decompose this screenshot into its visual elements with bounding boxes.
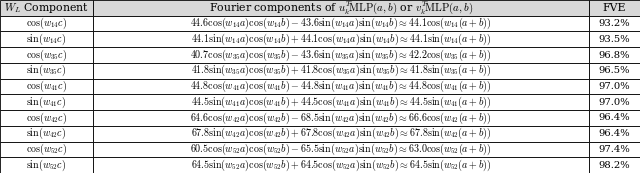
Bar <box>589 126 640 142</box>
Bar <box>0 63 93 79</box>
Text: $\cos(w_{14}c)$: $\cos(w_{14}c)$ <box>26 16 67 31</box>
Text: 96.8%: 96.8% <box>598 51 630 60</box>
Text: 93.2%: 93.2% <box>598 19 630 28</box>
Bar <box>0 79 93 94</box>
Bar <box>93 63 589 79</box>
Bar <box>589 63 640 79</box>
Text: FVE: FVE <box>603 3 626 13</box>
Text: Fourier components of $u_k^T\!\mathrm{MLP}(a,b)$ or $v_k^T\!\mathrm{MLP}(a,b)$: Fourier components of $u_k^T\!\mathrm{ML… <box>209 0 473 16</box>
Text: $\sin(w_{42}c)$: $\sin(w_{42}c)$ <box>26 126 67 141</box>
Text: $64.6\cos(w_{42}a)\cos(w_{42}b) - 68.5\sin(w_{42}a)\sin(w_{42}b) \approx 66.6\co: $64.6\cos(w_{42}a)\cos(w_{42}b) - 68.5\s… <box>190 110 492 126</box>
Bar <box>0 142 93 157</box>
Text: $67.8\sin(w_{42}a)\cos(w_{42}b) + 67.8\cos(w_{42}a)\sin(w_{42}b) \approx 67.8\si: $67.8\sin(w_{42}a)\cos(w_{42}b) + 67.8\c… <box>191 126 491 141</box>
Text: $\cos(w_{35}c)$: $\cos(w_{35}c)$ <box>26 47 67 63</box>
Text: 96.4%: 96.4% <box>598 129 630 138</box>
Text: $\cos(w_{52}c)$: $\cos(w_{52}c)$ <box>26 142 67 157</box>
Text: $44.8\cos(w_{41}a)\cos(w_{41}b) - 44.8\sin(w_{41}a)\sin(w_{41}b) \approx 44.8\co: $44.8\cos(w_{41}a)\cos(w_{41}b) - 44.8\s… <box>190 79 492 94</box>
Text: $41.8\sin(w_{35}a)\cos(w_{35}b) + 41.8\cos(w_{35}a)\sin(w_{35}b) \approx 41.8\si: $41.8\sin(w_{35}a)\cos(w_{35}b) + 41.8\c… <box>191 63 491 78</box>
Bar <box>93 94 589 110</box>
Text: 96.4%: 96.4% <box>598 113 630 122</box>
Bar <box>93 157 589 173</box>
Bar <box>0 0 93 16</box>
Text: 93.5%: 93.5% <box>598 35 630 44</box>
Text: $44.6\cos(w_{14}a)\cos(w_{14}b) - 43.6\sin(w_{14}a)\sin(w_{14}b) \approx 44.1\co: $44.6\cos(w_{14}a)\cos(w_{14}b) - 43.6\s… <box>190 16 492 31</box>
Text: $\cos(w_{41}c)$: $\cos(w_{41}c)$ <box>26 79 67 94</box>
Text: $60.5\cos(w_{52}a)\cos(w_{52}b) - 65.5\sin(w_{52}a)\sin(w_{52}b) \approx 63.0\co: $60.5\cos(w_{52}a)\cos(w_{52}b) - 65.5\s… <box>190 142 492 157</box>
Bar <box>93 79 589 94</box>
Text: $64.5\sin(w_{52}a)\cos(w_{52}b) + 64.5\cos(w_{52}a)\sin(w_{52}b) \approx 64.5\si: $64.5\sin(w_{52}a)\cos(w_{52}b) + 64.5\c… <box>191 157 491 173</box>
Bar <box>589 157 640 173</box>
Text: 97.0%: 97.0% <box>598 98 630 107</box>
Text: $40.7\cos(w_{35}a)\cos(w_{35}b) - 43.6\sin(w_{35}a)\sin(w_{35}b) \approx 42.2\co: $40.7\cos(w_{35}a)\cos(w_{35}b) - 43.6\s… <box>190 47 492 63</box>
Bar <box>93 126 589 142</box>
Text: 97.0%: 97.0% <box>598 82 630 91</box>
Bar <box>0 47 93 63</box>
Bar <box>589 79 640 94</box>
Bar <box>93 0 589 16</box>
Text: $\sin(w_{52}c)$: $\sin(w_{52}c)$ <box>26 157 67 173</box>
Bar <box>0 16 93 31</box>
Bar <box>93 47 589 63</box>
Bar <box>0 94 93 110</box>
Bar <box>589 94 640 110</box>
Bar <box>589 16 640 31</box>
Bar <box>0 157 93 173</box>
Text: $W_L$ Component: $W_L$ Component <box>4 1 89 15</box>
Bar <box>93 110 589 126</box>
Text: 98.2%: 98.2% <box>598 161 630 170</box>
Text: 96.5%: 96.5% <box>598 66 630 75</box>
Text: $44.1\sin(w_{14}a)\cos(w_{14}b) + 44.1\cos(w_{14}a)\sin(w_{14}b) \approx 44.1\si: $44.1\sin(w_{14}a)\cos(w_{14}b) + 44.1\c… <box>191 32 491 47</box>
Text: $44.5\sin(w_{41}a)\cos(w_{41}b) + 44.5\cos(w_{41}a)\sin(w_{41}b) \approx 44.5\si: $44.5\sin(w_{41}a)\cos(w_{41}b) + 44.5\c… <box>191 95 491 110</box>
Bar <box>0 110 93 126</box>
Text: $\sin(w_{41}c)$: $\sin(w_{41}c)$ <box>26 95 67 110</box>
Bar <box>589 110 640 126</box>
Bar <box>589 0 640 16</box>
Text: $\sin(w_{35}c)$: $\sin(w_{35}c)$ <box>26 63 67 78</box>
Text: $\sin(w_{14}c)$: $\sin(w_{14}c)$ <box>26 32 67 47</box>
Bar <box>93 16 589 31</box>
Text: $\cos(w_{42}c)$: $\cos(w_{42}c)$ <box>26 110 67 126</box>
Bar <box>93 31 589 47</box>
Bar <box>0 126 93 142</box>
Bar <box>589 31 640 47</box>
Bar <box>589 47 640 63</box>
Text: 97.4%: 97.4% <box>598 145 630 154</box>
Bar <box>589 142 640 157</box>
Bar <box>0 31 93 47</box>
Bar <box>93 142 589 157</box>
